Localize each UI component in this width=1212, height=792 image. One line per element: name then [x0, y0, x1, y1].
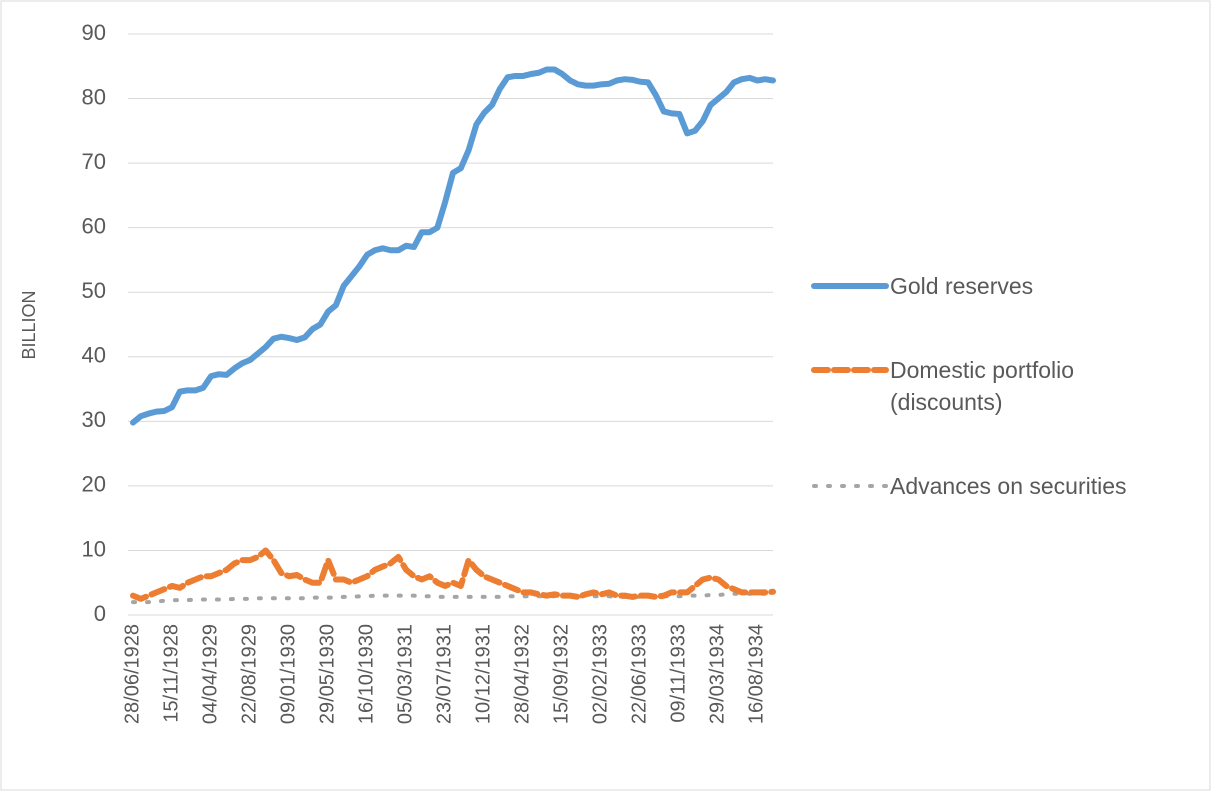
x-tick-label: 09/01/1930 — [277, 624, 299, 724]
legend-entry: Gold reserves — [810, 270, 1190, 302]
series-line — [130, 66, 776, 426]
x-tick-label: 23/07/1931 — [433, 624, 455, 724]
y-tick-label: 30 — [82, 407, 106, 432]
legend-label: Gold reserves — [890, 273, 1034, 299]
x-tick-label: 29/03/1934 — [707, 624, 729, 724]
x-tick-label: 22/06/1933 — [629, 624, 651, 724]
x-tick-label: 02/02/1933 — [590, 624, 612, 724]
x-tick-label: 15/11/1928 — [160, 624, 182, 723]
legend-label: Domestic portfolio (discounts) — [890, 357, 1075, 415]
x-tick-label: 29/05/1930 — [316, 624, 338, 724]
y-tick-label: 40 — [82, 343, 106, 368]
x-tick-label: 16/10/1930 — [355, 624, 377, 724]
x-tick-label: 22/08/1929 — [238, 624, 260, 724]
y-tick-label: 80 — [82, 84, 106, 109]
x-tick-label: 05/03/1931 — [394, 624, 416, 724]
legend-entry: Domestic portfolio (discounts) — [810, 354, 1190, 418]
y-axis-label: BILLION — [19, 290, 39, 359]
legend-entry: Advances on securities — [810, 470, 1190, 502]
y-tick-label: 90 — [82, 20, 106, 45]
y-tick-label: 20 — [82, 472, 106, 497]
x-tick-label: 15/09/1932 — [551, 624, 573, 724]
legend-swatch — [811, 367, 889, 373]
legend-swatch — [812, 484, 888, 488]
x-tick-label: 16/08/1934 — [746, 624, 768, 724]
series-line — [130, 547, 776, 602]
x-tick-label: 28/06/1928 — [121, 624, 143, 724]
legend: Gold reserves Domestic portfolio (discoun… — [810, 270, 1190, 502]
y-tick-label: 70 — [82, 149, 106, 174]
y-tick-label: 60 — [82, 213, 106, 238]
legend-swatch — [811, 283, 889, 289]
y-tick-label: 0 — [94, 601, 106, 626]
y-tick-label: 50 — [82, 278, 106, 303]
y-tick-label: 10 — [82, 536, 106, 561]
x-tick-label: 10/12/1931 — [473, 624, 495, 724]
legend-label: Advances on securities — [890, 473, 1127, 499]
x-tick-label: 04/04/1929 — [199, 624, 221, 724]
x-tick-label: 09/11/1933 — [668, 624, 690, 723]
x-tick-label: 28/04/1932 — [512, 624, 534, 724]
